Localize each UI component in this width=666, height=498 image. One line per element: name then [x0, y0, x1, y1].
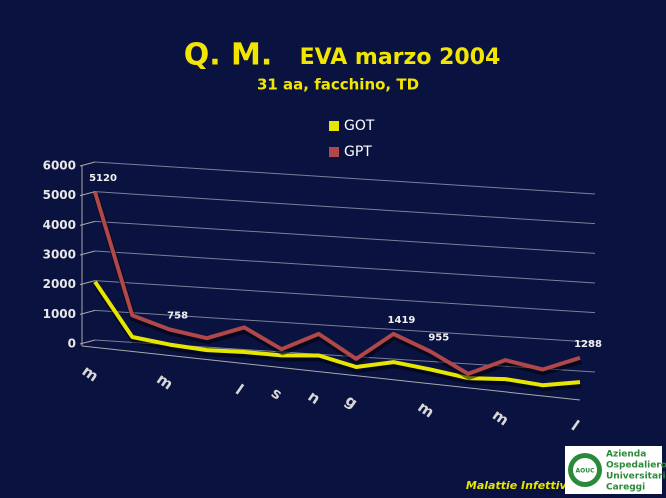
y-tick-label: 2000 [43, 277, 76, 291]
grid-line [94, 191, 596, 225]
x-tick-label: m [414, 398, 437, 422]
x-axis [81, 345, 581, 401]
logo-line: Ospedaliero [606, 461, 666, 471]
logo-line: Careggi [606, 483, 645, 493]
data-label: 1288 [574, 339, 602, 350]
x-tick-label: s [268, 384, 286, 404]
grid-line [94, 161, 596, 195]
legend-label: GPT [344, 144, 372, 160]
logo-mark: AOUC [575, 468, 595, 475]
series-shadow [93, 283, 582, 392]
data-label: 758 [167, 311, 188, 322]
data-label: 1419 [388, 315, 416, 326]
data-label: 5120 [89, 173, 117, 184]
y-tick-label: 5000 [43, 188, 76, 202]
chart-title: Q. M. [184, 38, 273, 73]
logo-inner [573, 458, 597, 482]
series-line [93, 191, 581, 376]
logo-line: Universitaria [606, 472, 666, 482]
series-line [93, 280, 581, 388]
x-tick-label: l [232, 381, 247, 399]
x-tick-label: m [79, 362, 102, 386]
y-tick-label: 0 [68, 337, 76, 351]
y-tick-label: 4000 [43, 218, 76, 232]
x-tick-label: m [153, 370, 176, 394]
legend-swatch [329, 147, 339, 157]
x-tick-label: m [489, 406, 512, 430]
legend-label: GOT [344, 118, 375, 134]
logo-line: Azienda [606, 450, 646, 460]
data-label: 955 [428, 333, 449, 344]
chart-subtitle: 31 aa, facchino, TD [257, 76, 419, 94]
logo-text: Azienda Ospedaliero Universitaria Caregg… [606, 450, 666, 493]
y-tick-label: 1000 [43, 307, 76, 321]
y-tick-label: 6000 [43, 159, 76, 173]
x-tick-label: n [305, 387, 324, 408]
grid-line [94, 220, 596, 254]
tick-mark [79, 161, 96, 167]
grid-line [94, 280, 596, 314]
legend-swatch [329, 121, 339, 131]
x-tick-label: g [342, 391, 361, 412]
y-tick-label: 3000 [43, 248, 76, 262]
grid-line [94, 309, 596, 343]
chart-title: EVA marzo 2004 [300, 45, 501, 70]
footer-caption: Malattie Infettive [466, 479, 575, 492]
grid-line [94, 250, 596, 284]
x-tick-label: l [568, 417, 583, 435]
